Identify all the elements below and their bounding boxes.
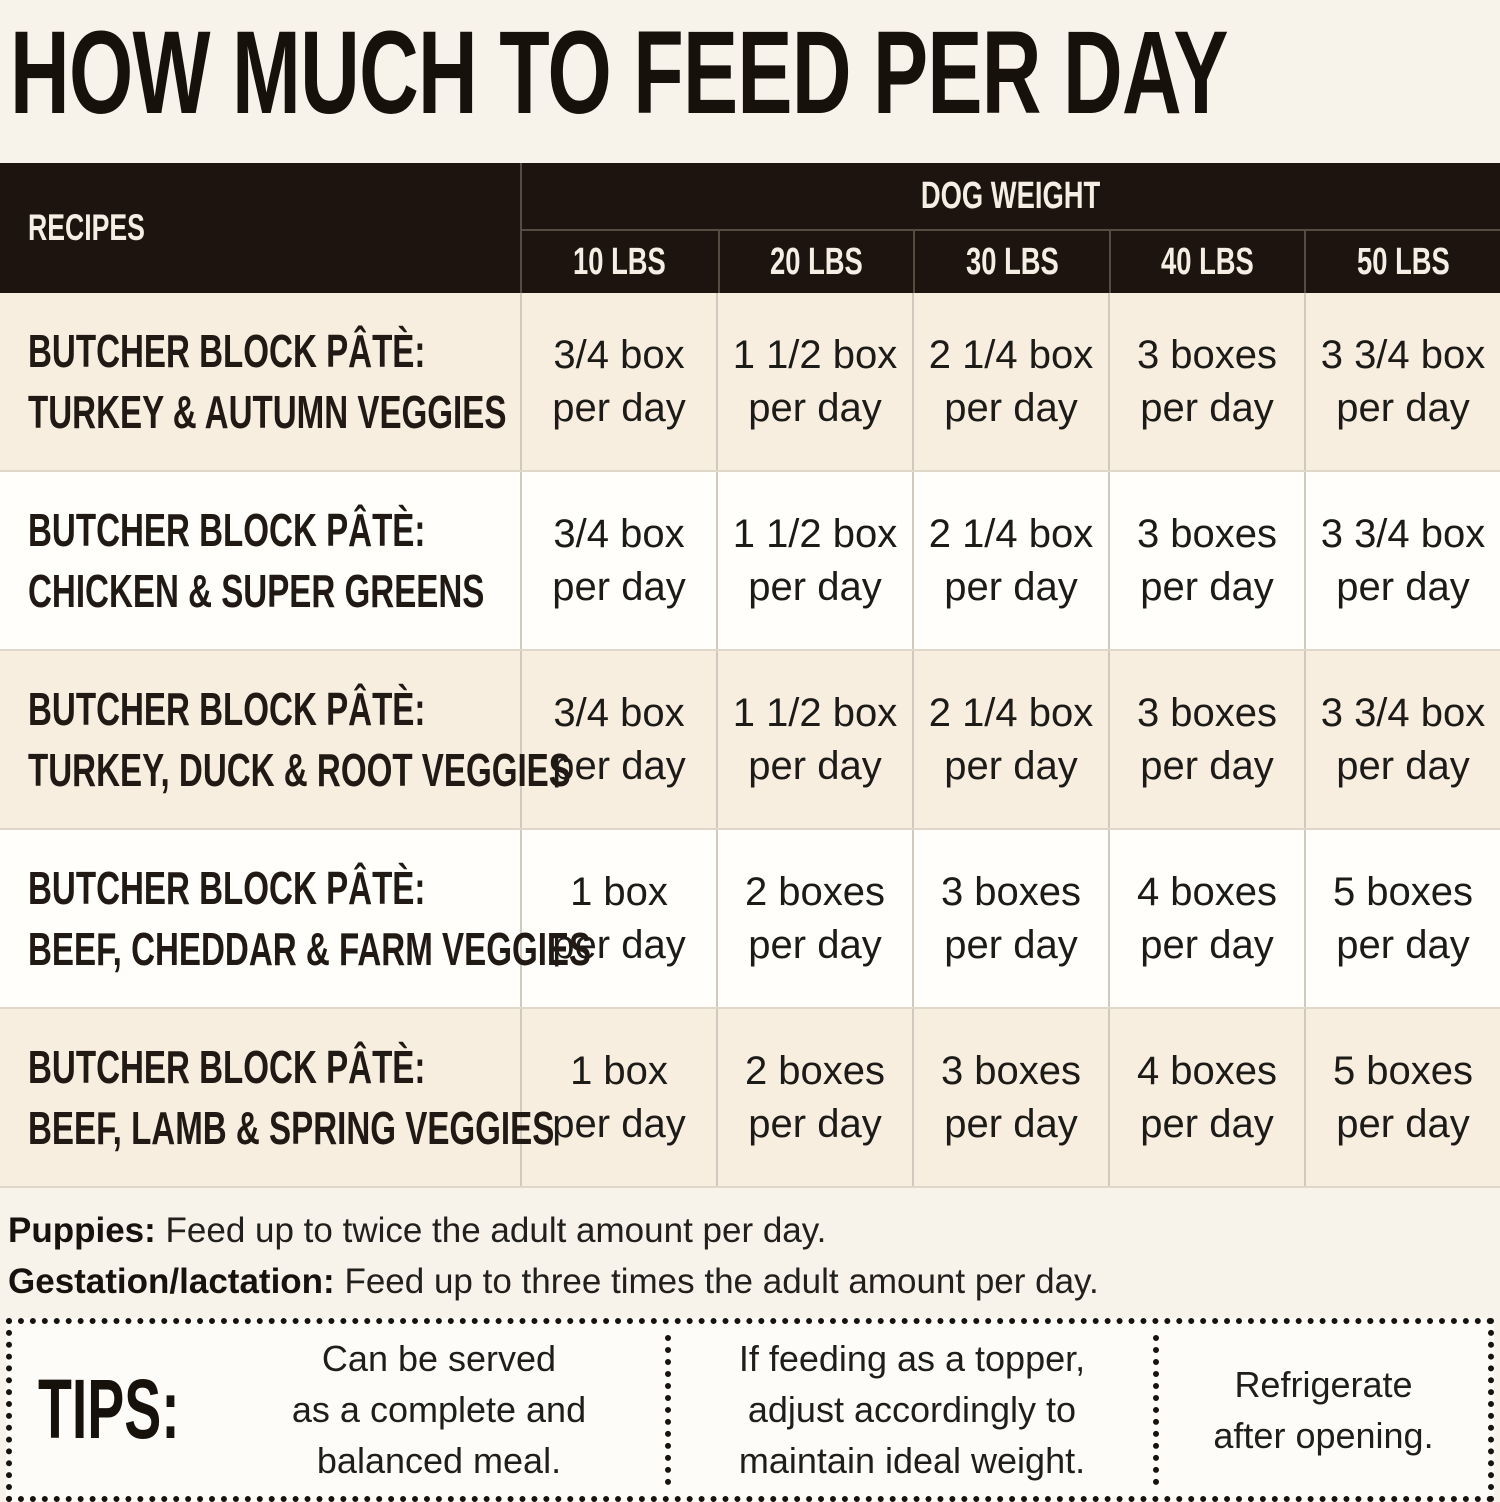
gestation-note: Gestation/lactation: Feed up to three ti… <box>8 1262 1099 1302</box>
feeding-notes: Puppies: Feed up to twice the adult amou… <box>0 1188 1500 1308</box>
recipe-name: BUTCHER BLOCK PÂTÈ: TURKEY, DUCK & ROOT … <box>28 683 571 796</box>
weight-header-30lbs: 30 LBS <box>913 231 1109 294</box>
table-row: BUTCHER BLOCK PÂTÈ: CHICKEN & SUPER GREE… <box>0 470 1500 650</box>
amount-cell: 4 boxes per day <box>1108 1009 1304 1187</box>
weight-header-10lbs: 10 LBS <box>573 240 667 283</box>
recipe-name: BUTCHER BLOCK PÂTÈ: TURKEY & AUTUMN VEGG… <box>28 325 507 438</box>
page-title: HOW MUCH TO FEED PER DAY <box>10 7 1228 139</box>
tips-box: TIPS: Can be served as a complete and ba… <box>6 1317 1494 1502</box>
dotted-divider <box>665 1334 671 1485</box>
recipes-column-header: RECIPES <box>28 207 145 249</box>
amount-cell: 2 1/4 box per day <box>912 472 1108 650</box>
amount-cell: 2 boxes per day <box>716 830 912 1008</box>
amount-cell: 3 boxes per day <box>1108 293 1304 471</box>
tip-complete-meal: Can be served as a complete and balanced… <box>291 1338 587 1482</box>
weight-header-20lbs: 20 LBS <box>717 231 914 294</box>
puppies-note: Puppies: Feed up to twice the adult amou… <box>8 1211 827 1251</box>
amount-cell: 3 3/4 box per day <box>1304 651 1500 829</box>
tips-label: TIPS: <box>38 1362 180 1457</box>
table-row: BUTCHER BLOCK PÂTÈ: TURKEY, DUCK & ROOT … <box>0 649 1500 829</box>
weight-header-40lbs: 40 LBS <box>1108 231 1305 294</box>
weight-header-row: 10 LBS 20 LBS 30 LBS 40 LBS 50 LBS <box>522 231 1500 294</box>
amount-cell: 5 boxes per day <box>1304 1009 1500 1187</box>
feeding-table: RECIPES DOG WEIGHT 10 LBS 20 LBS 30 LBS … <box>0 163 1500 1189</box>
tip-topper: If feeding as a topper, adjust according… <box>738 1338 1086 1482</box>
amount-cell: 2 boxes per day <box>716 1009 912 1187</box>
table-header: RECIPES DOG WEIGHT 10 LBS 20 LBS 30 LBS … <box>0 163 1500 294</box>
amount-cell: 1 1/2 box per day <box>716 651 912 829</box>
amount-cell: 3/4 box per day <box>520 293 716 471</box>
amount-cell: 1 box per day <box>520 830 716 1008</box>
amount-cell: 1 box per day <box>520 1009 716 1187</box>
table-row: BUTCHER BLOCK PÂTÈ: BEEF, CHEDDAR & FARM… <box>0 828 1500 1008</box>
amount-cell: 3 boxes per day <box>1108 472 1304 650</box>
amount-cell: 3/4 box per day <box>520 472 716 650</box>
recipe-name: BUTCHER BLOCK PÂTÈ: CHICKEN & SUPER GREE… <box>28 504 485 617</box>
amount-cell: 5 boxes per day <box>1304 830 1500 1008</box>
amount-cell: 3 boxes per day <box>1108 651 1304 829</box>
amount-cell: 3 3/4 box per day <box>1304 293 1500 471</box>
recipe-name: BUTCHER BLOCK PÂTÈ: BEEF, CHEDDAR & FARM… <box>28 862 592 975</box>
weight-header-50lbs: 50 LBS <box>1304 231 1500 294</box>
table-row: BUTCHER BLOCK PÂTÈ: TURKEY & AUTUMN VEGG… <box>0 293 1500 471</box>
amount-cell: 1 1/2 box per day <box>716 472 912 650</box>
amount-cell: 2 1/4 box per day <box>912 293 1108 471</box>
tip-refrigerate: Refrigerate after opening. <box>1213 1363 1434 1456</box>
amount-cell: 3 boxes per day <box>912 1009 1108 1187</box>
dog-weight-group-header: DOG WEIGHT 10 LBS 20 LBS 30 LBS 40 LBS 5… <box>520 163 1500 294</box>
amount-cell: 2 1/4 box per day <box>912 651 1108 829</box>
amount-cell: 4 boxes per day <box>1108 830 1304 1008</box>
recipe-name: BUTCHER BLOCK PÂTÈ: BEEF, LAMB & SPRING … <box>28 1041 555 1154</box>
amount-cell: 3 3/4 box per day <box>1304 472 1500 650</box>
table-row: BUTCHER BLOCK PÂTÈ: BEEF, LAMB & SPRING … <box>0 1007 1500 1187</box>
dog-weight-label: DOG WEIGHT <box>522 163 1500 232</box>
amount-cell: 3/4 box per day <box>520 651 716 829</box>
amount-cell: 3 boxes per day <box>912 830 1108 1008</box>
dotted-divider <box>1153 1334 1159 1485</box>
amount-cell: 1 1/2 box per day <box>716 293 912 471</box>
